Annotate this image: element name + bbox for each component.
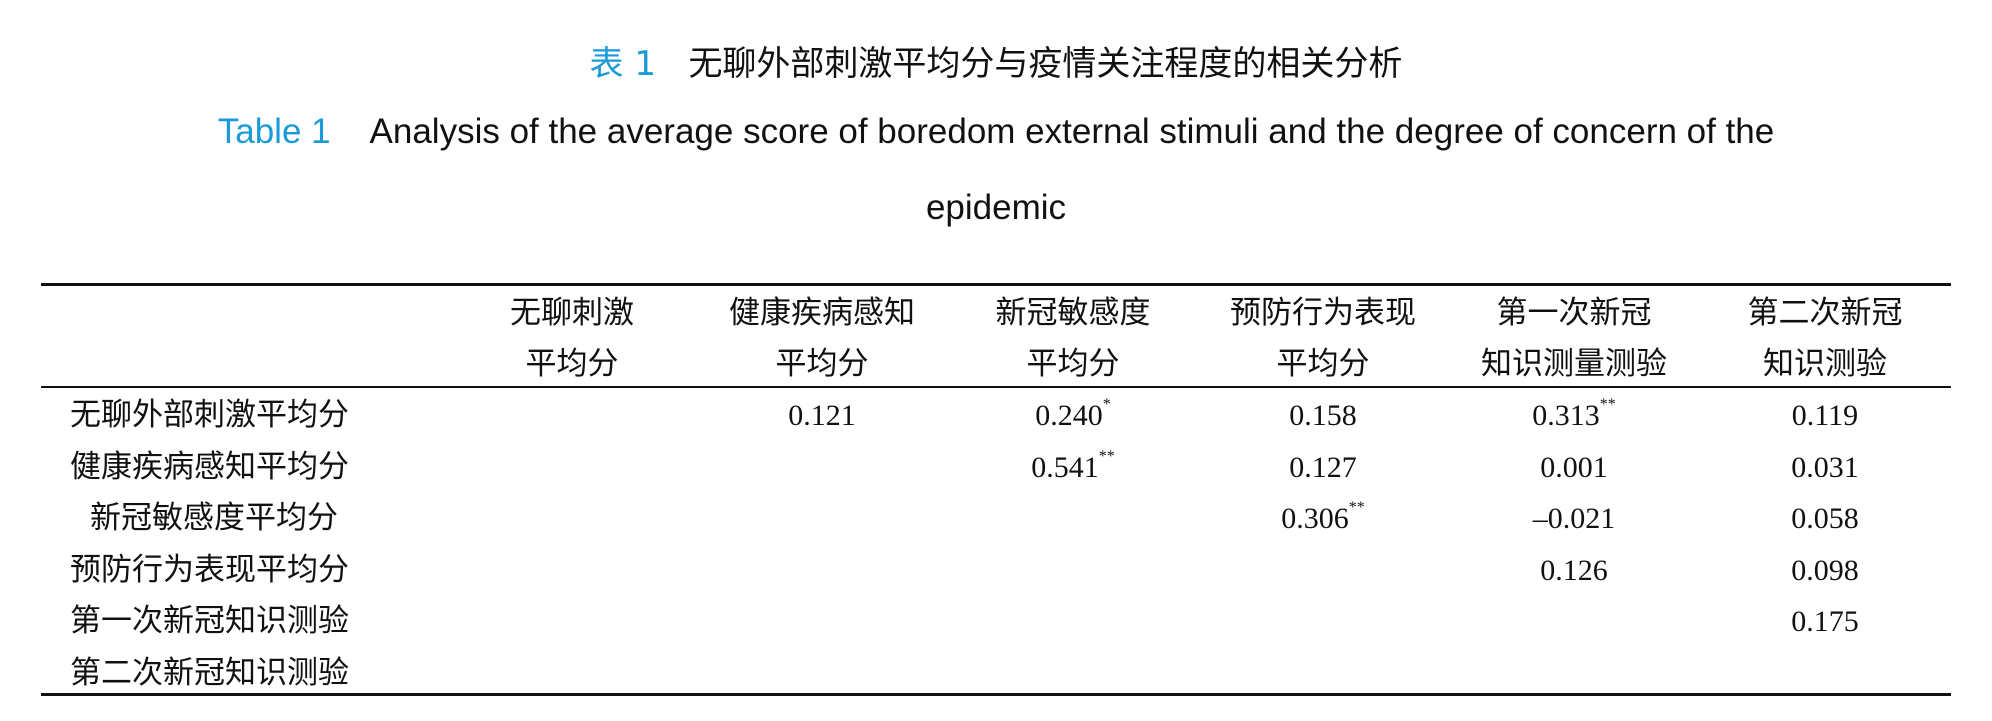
- column-header-line: 平均分: [1276, 346, 1370, 382]
- row-label: 第二次新冠知识测验: [70, 654, 349, 691]
- table-cell: 0.306**: [1223, 493, 1423, 544]
- row-label: 健康疾病感知平均分: [70, 448, 349, 485]
- cell-value: 0.313: [1532, 399, 1600, 432]
- table-cell: 0.031: [1725, 442, 1925, 493]
- column-header: 新冠敏感度 平均分: [953, 288, 1193, 390]
- table-cell: 0.058: [1725, 493, 1925, 544]
- column-header-line: 第二次新冠: [1747, 295, 1903, 331]
- column-header: 第一次新冠知识测量测验: [1454, 288, 1694, 390]
- column-header: 预防行为表现 平均分: [1203, 288, 1443, 390]
- column-header-line: 新冠敏感度: [995, 295, 1151, 331]
- cell-value: 0.098: [1791, 553, 1859, 587]
- column-header-line: 第一次新冠: [1496, 295, 1652, 331]
- table-cell: –0.021: [1474, 493, 1674, 544]
- table-cell: 0.240*: [973, 390, 1173, 441]
- table-cell: 0.158: [1223, 390, 1423, 441]
- table-cell: 0.126: [1474, 545, 1674, 596]
- table-cell: 0.098: [1725, 545, 1925, 596]
- cell-value: 0.119: [1791, 399, 1859, 432]
- cell-value: 0.058: [1791, 502, 1859, 535]
- caption-en-line2: epidemic: [925, 188, 1067, 227]
- cell-value: 0.121: [788, 399, 856, 432]
- caption-en-label: Table 1: [217, 112, 331, 151]
- column-header: 健康疾病感知 平均分: [702, 288, 942, 390]
- column-header-line: 无聊刺激: [510, 295, 634, 331]
- row-label: 无聊外部刺激平均分: [70, 397, 349, 433]
- column-header-line: 平均分: [775, 346, 869, 382]
- table-cell: 0.541**: [973, 442, 1173, 493]
- table-cell: 0.119: [1725, 390, 1925, 441]
- column-header-line: 平均分: [525, 346, 619, 382]
- significance-mark: **: [1098, 447, 1115, 465]
- column-header-line: 知识测量测验: [1481, 346, 1667, 382]
- top-rule: [41, 283, 1951, 286]
- cell-value: 0.031: [1791, 450, 1859, 484]
- row-label: 新冠敏感度平均分: [90, 500, 338, 536]
- caption-zh-label: 表 1: [589, 44, 656, 84]
- column-header-line: 知识测验: [1763, 346, 1887, 382]
- caption-zh: 表 1 无聊外部刺激平均分与疫情关注程度的相关分析: [0, 36, 1992, 85]
- row-label: 预防行为表现平均分: [70, 551, 349, 588]
- table-cell: 0.121: [722, 390, 922, 441]
- cell-value: –0.021: [1532, 502, 1616, 535]
- column-header: 无聊刺激 平均分: [452, 288, 692, 390]
- table-cell: 0.175: [1725, 596, 1925, 647]
- caption-en-title: Analysis of the average score of boredom…: [369, 112, 1775, 151]
- table-cell: 0.001: [1474, 442, 1674, 493]
- caption-zh-title: 无聊外部刺激平均分与疫情关注程度的相关分析: [688, 44, 1403, 84]
- cell-value: 0.240: [1035, 399, 1103, 432]
- cell-value: 0.175: [1791, 605, 1859, 638]
- table-cell: 0.313**: [1474, 390, 1674, 441]
- bottom-rule: [41, 693, 1951, 696]
- table-cell: 0.127: [1223, 442, 1423, 493]
- cell-value: 0.541: [1031, 450, 1099, 484]
- column-header-line: 平均分: [1026, 346, 1120, 382]
- column-header-line: 预防行为表现: [1230, 295, 1416, 331]
- significance-mark: **: [1348, 499, 1365, 516]
- cell-value: 0.306: [1281, 502, 1349, 535]
- significance-mark: *: [1102, 396, 1111, 413]
- header-rule: [41, 386, 1951, 388]
- cell-value: 0.158: [1289, 399, 1357, 432]
- cell-value: 0.001: [1540, 450, 1608, 484]
- column-header-line: 健康疾病感知: [729, 295, 915, 331]
- row-label: 第一次新冠知识测验: [70, 603, 349, 639]
- cell-value: 0.127: [1289, 450, 1357, 484]
- significance-mark: **: [1599, 396, 1616, 413]
- column-header: 第二次新冠 知识测验: [1705, 288, 1945, 390]
- caption-en: Table 1 Analysis of the average score of…: [0, 112, 1992, 152]
- cell-value: 0.126: [1540, 553, 1608, 587]
